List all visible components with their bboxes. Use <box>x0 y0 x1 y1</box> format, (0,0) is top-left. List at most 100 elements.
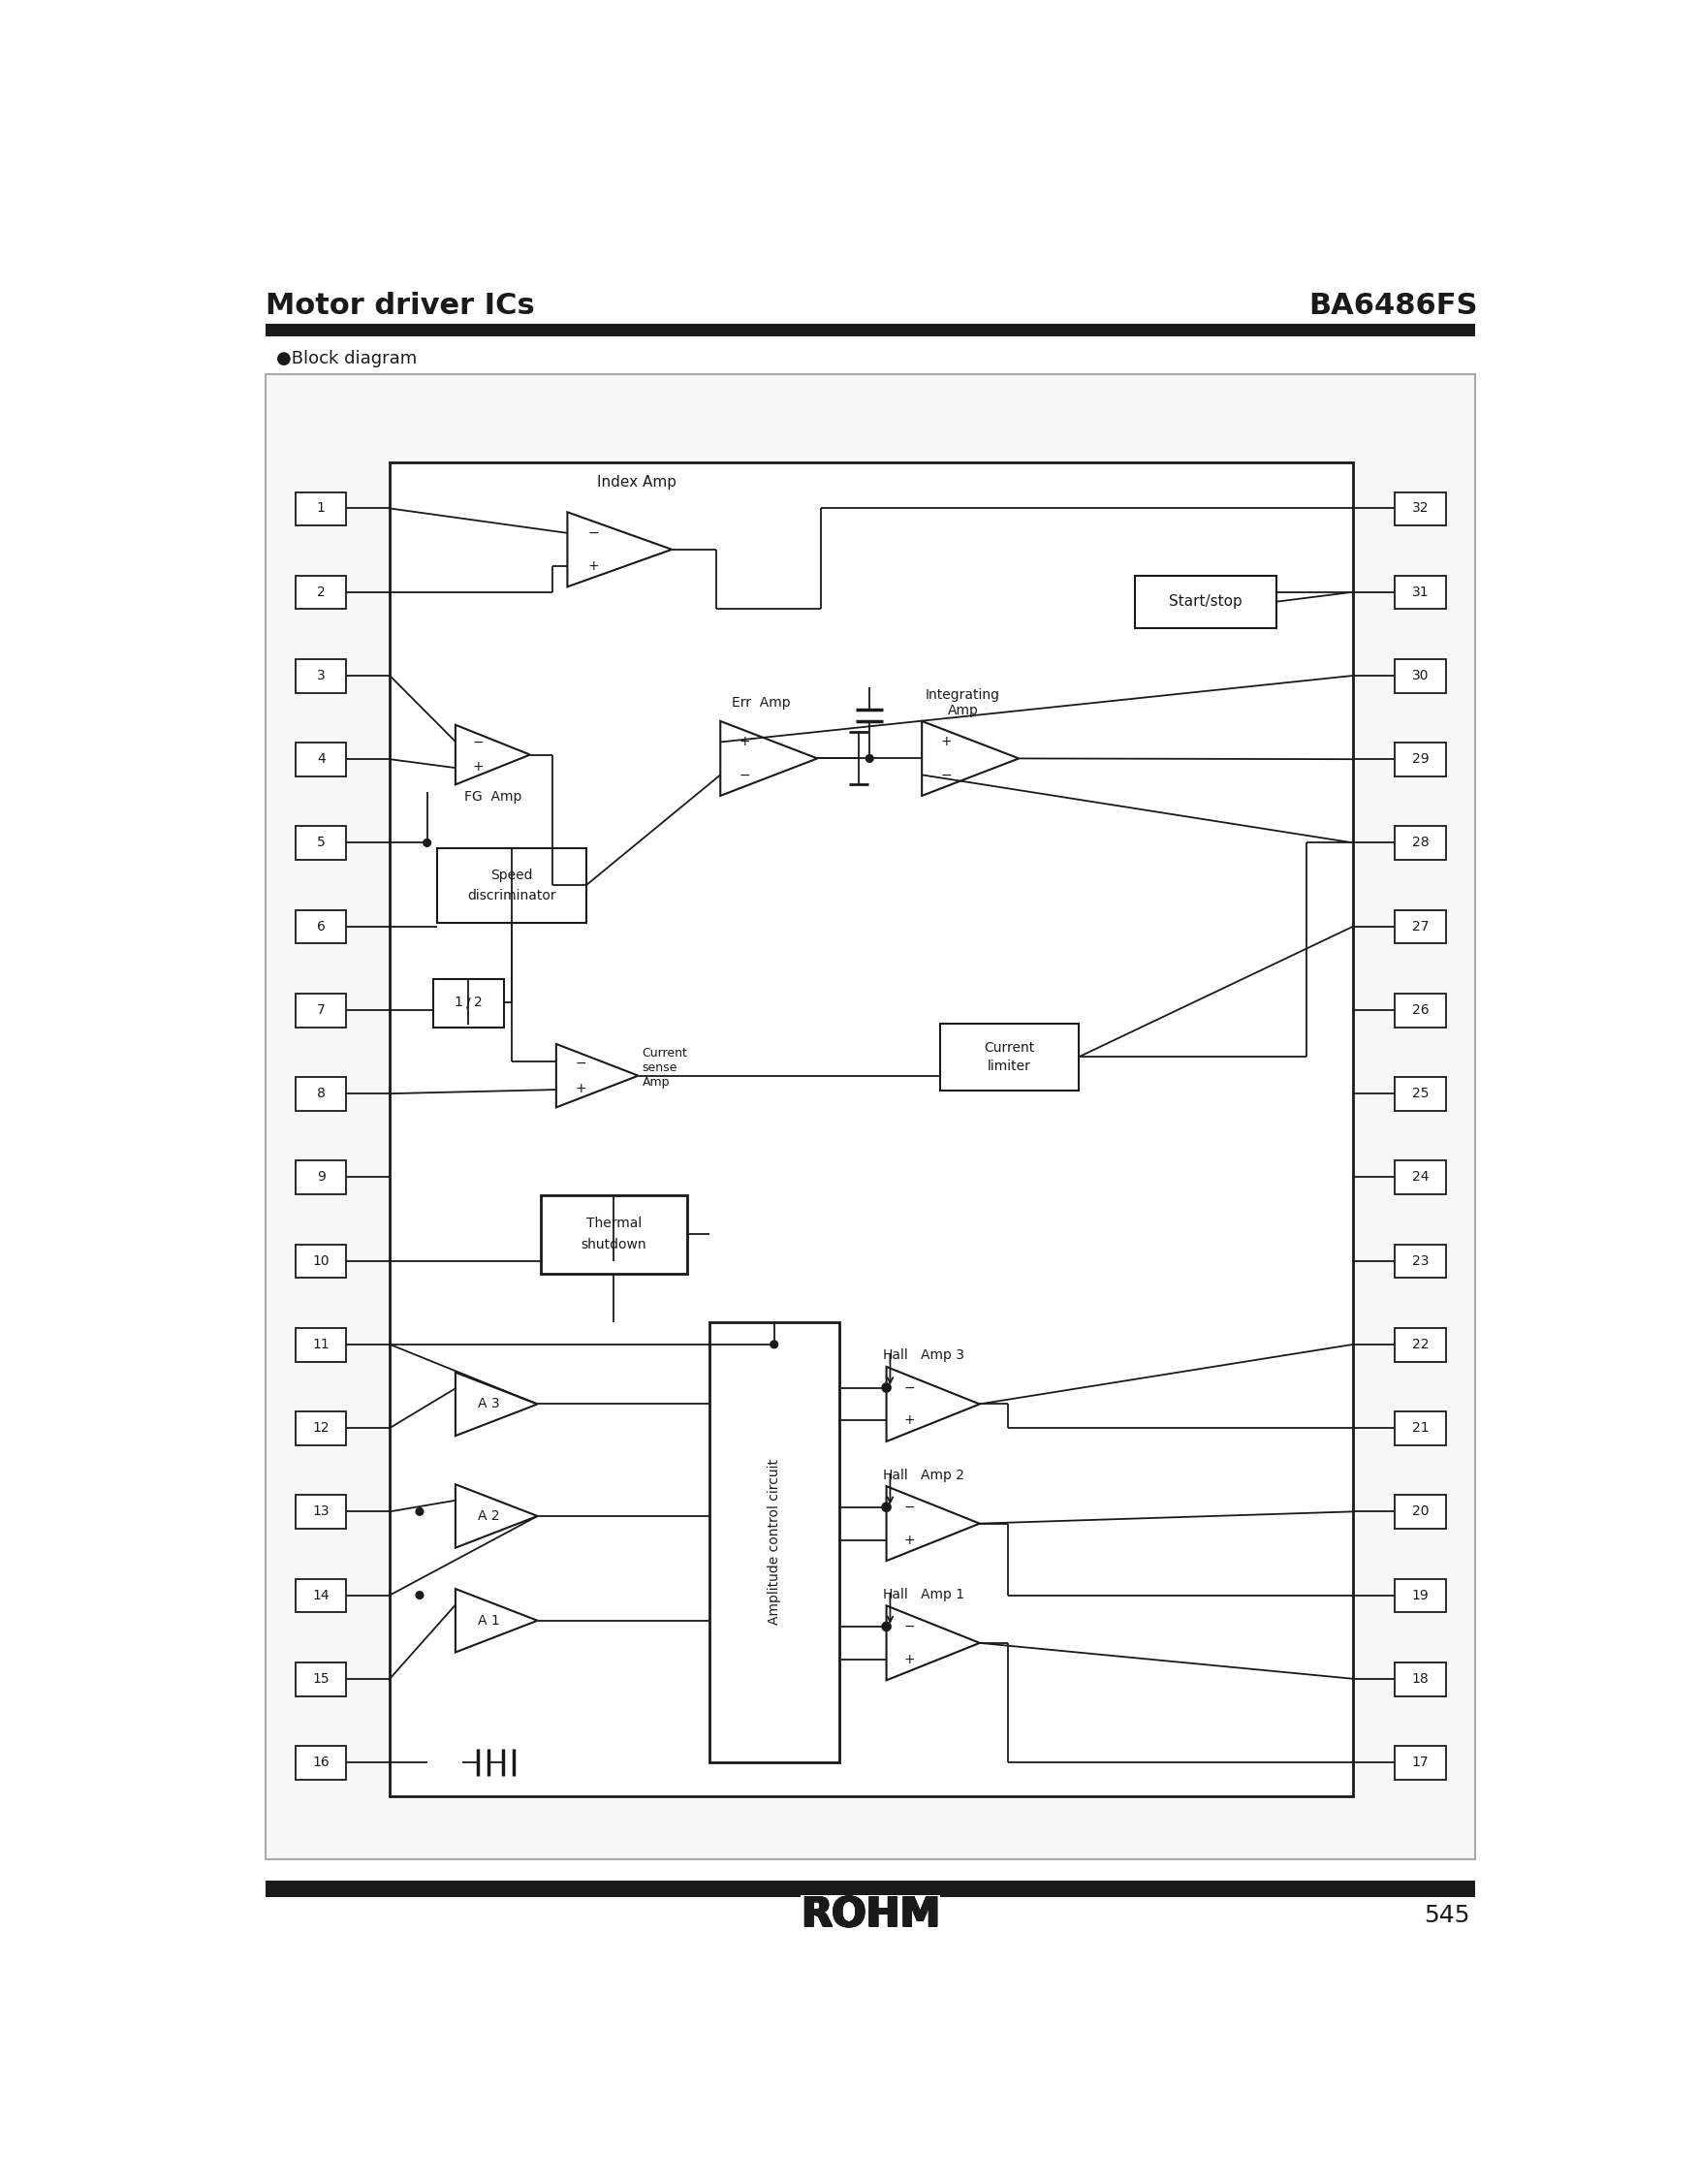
Text: 30: 30 <box>1412 668 1429 681</box>
Circle shape <box>882 1503 890 1511</box>
Text: 3: 3 <box>316 668 325 681</box>
Circle shape <box>882 1623 890 1631</box>
Text: 1: 1 <box>454 996 462 1009</box>
Text: 13: 13 <box>313 1505 330 1518</box>
Bar <box>296 1077 347 1112</box>
Text: 22: 22 <box>1412 1337 1429 1352</box>
Bar <box>1395 1077 1446 1112</box>
Text: 2: 2 <box>316 585 325 598</box>
Text: 10: 10 <box>313 1254 330 1267</box>
Text: Motor driver ICs: Motor driver ICs <box>265 290 533 319</box>
Bar <box>296 1579 347 1612</box>
Text: 2: 2 <box>474 996 483 1009</box>
Text: 545: 545 <box>1424 1904 1470 1926</box>
Bar <box>1135 577 1276 627</box>
Circle shape <box>866 756 873 762</box>
Text: Thermal: Thermal <box>586 1216 642 1230</box>
Text: 32: 32 <box>1412 502 1429 515</box>
Text: −: − <box>472 736 484 749</box>
Text: /: / <box>466 996 471 1009</box>
Text: Integrating
Amp: Integrating Amp <box>926 688 1001 716</box>
Text: 27: 27 <box>1412 919 1429 933</box>
Text: 9: 9 <box>316 1171 326 1184</box>
Text: 20: 20 <box>1412 1505 1429 1518</box>
Bar <box>296 1160 347 1195</box>
Bar <box>1395 826 1446 860</box>
Text: ROHM: ROHM <box>800 1896 940 1937</box>
Circle shape <box>882 1382 890 1391</box>
Text: −: − <box>588 526 600 539</box>
Text: 19: 19 <box>1412 1588 1429 1603</box>
Bar <box>296 1496 347 1529</box>
Bar <box>296 660 347 692</box>
Text: ROHM: ROHM <box>802 1894 941 1935</box>
Text: 8: 8 <box>316 1088 326 1101</box>
Text: −: − <box>941 769 951 782</box>
Bar <box>296 743 347 775</box>
Bar <box>1395 577 1446 609</box>
Bar <box>1395 1662 1446 1697</box>
Text: 16: 16 <box>313 1756 330 1769</box>
Text: +: + <box>588 559 600 572</box>
Text: Amplitude control circuit: Amplitude control circuit <box>768 1459 782 1625</box>
Text: Amp 2: Amp 2 <box>921 1468 965 1481</box>
Bar <box>296 911 347 943</box>
Text: FG  Amp: FG Amp <box>464 791 522 804</box>
Text: ROHM: ROHM <box>802 1896 941 1937</box>
Text: +: + <box>576 1081 586 1094</box>
Text: +: + <box>904 1533 916 1546</box>
Text: Current
sense
Amp: Current sense Amp <box>642 1048 688 1090</box>
Bar <box>296 577 347 609</box>
Text: +: + <box>904 1413 916 1428</box>
Bar <box>1395 491 1446 526</box>
Text: Index Amp: Index Amp <box>598 474 676 489</box>
Text: +: + <box>941 736 951 749</box>
Text: −: − <box>739 769 751 782</box>
Text: 6: 6 <box>316 919 326 933</box>
Text: shutdown: shutdown <box>581 1238 646 1251</box>
Text: +: + <box>904 1653 916 1666</box>
Text: 23: 23 <box>1412 1254 1429 1267</box>
Text: +: + <box>472 760 484 773</box>
Text: 24: 24 <box>1412 1171 1429 1184</box>
Bar <box>1395 911 1446 943</box>
Bar <box>296 1328 347 1361</box>
Text: 17: 17 <box>1412 1756 1429 1769</box>
Bar <box>1395 1160 1446 1195</box>
Bar <box>296 994 347 1026</box>
Bar <box>433 978 505 1026</box>
Text: 4: 4 <box>316 753 325 767</box>
Bar <box>843 1337 1098 1717</box>
Text: ROHM: ROHM <box>800 1894 940 1935</box>
Circle shape <box>423 839 432 847</box>
Bar <box>1395 1328 1446 1361</box>
Bar <box>1395 1745 1446 1780</box>
Bar <box>1395 660 1446 692</box>
Text: Hall: Hall <box>883 1468 909 1481</box>
Text: ROHM: ROHM <box>800 1894 940 1935</box>
Text: −: − <box>904 1500 916 1514</box>
Bar <box>296 1745 347 1780</box>
Bar <box>708 1321 839 1762</box>
Text: 11: 11 <box>313 1337 330 1352</box>
Text: BA6486FS: BA6486FS <box>1308 290 1478 319</box>
Text: A 1: A 1 <box>477 1614 500 1627</box>
Text: 18: 18 <box>1412 1673 1429 1686</box>
Bar <box>296 1411 347 1446</box>
Text: 1: 1 <box>316 502 326 515</box>
Text: 28: 28 <box>1412 836 1429 850</box>
Text: Hall: Hall <box>883 1588 909 1601</box>
Text: Err  Amp: Err Amp <box>732 697 790 710</box>
Bar <box>296 1662 347 1697</box>
Text: discriminator: discriminator <box>467 889 556 902</box>
Text: limiter: limiter <box>987 1059 1031 1072</box>
Bar <box>1395 1411 1446 1446</box>
Text: 29: 29 <box>1412 753 1429 767</box>
Text: 7: 7 <box>316 1002 325 1018</box>
Text: 31: 31 <box>1412 585 1429 598</box>
Bar <box>296 491 347 526</box>
Text: Hall: Hall <box>883 1350 909 1363</box>
Bar <box>1395 1496 1446 1529</box>
Text: ROHM: ROHM <box>800 1896 940 1937</box>
Text: Amp 3: Amp 3 <box>921 1350 965 1363</box>
